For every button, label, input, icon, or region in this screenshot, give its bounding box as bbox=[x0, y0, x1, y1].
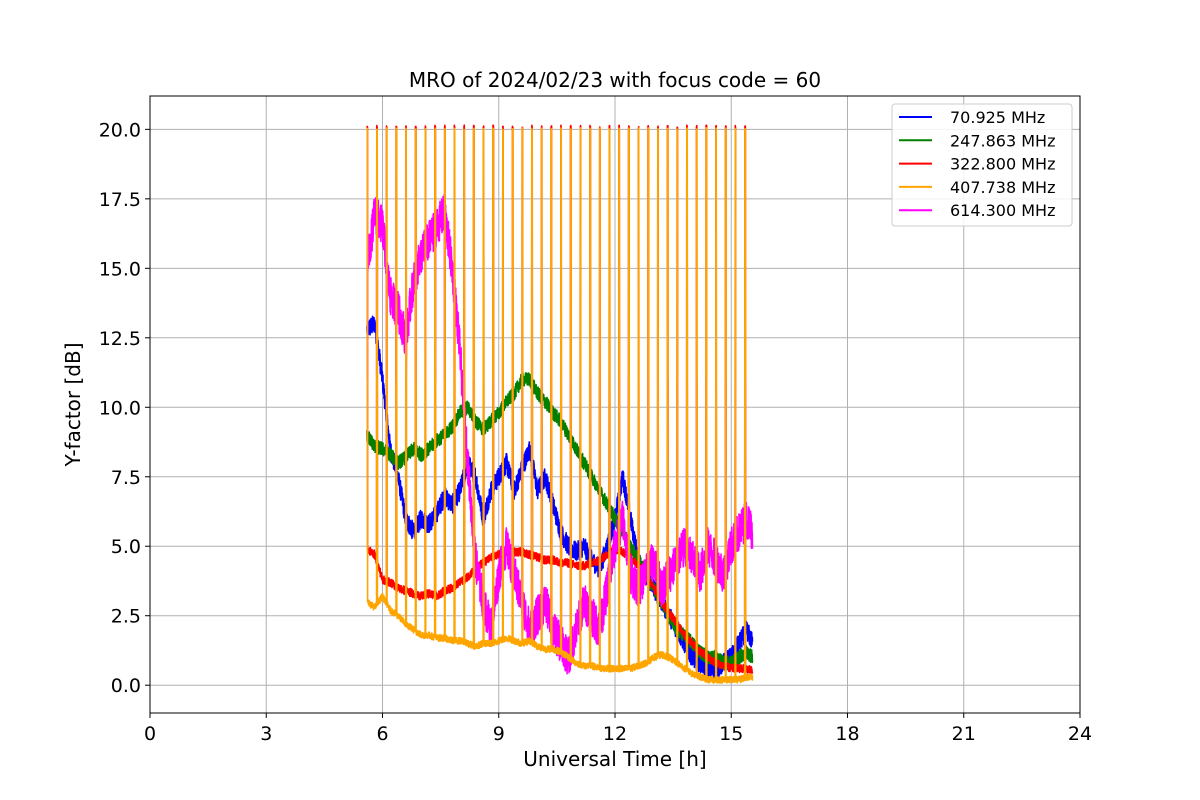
x-tick-label: 18 bbox=[835, 723, 859, 745]
axis-ticks: 0 3 6 9 12 15 18 21 24 0.0 2.5 5.0 7.5 10.0 12.5 15.0 17… bbox=[99, 119, 1092, 745]
y-tick-label: 7.5 bbox=[111, 467, 141, 489]
series-line-614-300-mhz bbox=[366, 193, 754, 675]
x-tick-label: 21 bbox=[952, 723, 976, 745]
x-axis-title: Universal Time [h] bbox=[523, 747, 706, 771]
legend-label: 247.863 MHz bbox=[950, 131, 1055, 150]
series-line-322-800-mhz bbox=[366, 124, 754, 674]
legend-label: 614.300 MHz bbox=[950, 201, 1055, 220]
y-tick-label: 0.0 bbox=[111, 675, 141, 697]
y-axis-title: Y-factor [dB] bbox=[61, 342, 85, 467]
x-tick-label: 6 bbox=[376, 723, 388, 745]
series-line-407-738-mhz bbox=[366, 127, 754, 684]
y-tick-label: 17.5 bbox=[99, 189, 141, 211]
y-tick-label: 15.0 bbox=[99, 258, 141, 280]
legend-box bbox=[891, 103, 1073, 227]
legend-label: 70.925 MHz bbox=[950, 108, 1045, 127]
y-tick-label: 5.0 bbox=[111, 536, 141, 558]
x-tick-label: 24 bbox=[1068, 723, 1092, 745]
x-tick-label: 9 bbox=[493, 723, 505, 745]
x-tick-label: 15 bbox=[719, 723, 743, 745]
legend-label: 407.738 MHz bbox=[950, 178, 1055, 197]
x-tick-label: 0 bbox=[144, 723, 156, 745]
legend: 70.925 MHz 247.863 MHz 322.800 MHz 407.738 … bbox=[891, 103, 1073, 227]
chart-title: MRO of 2024/02/23 with focus code = 60 bbox=[409, 68, 821, 92]
y-tick-label: 20.0 bbox=[99, 119, 141, 141]
y-tick-label: 2.5 bbox=[111, 606, 141, 628]
x-tick-label: 3 bbox=[260, 723, 272, 745]
x-tick-label: 12 bbox=[603, 723, 627, 745]
y-tick-label: 12.5 bbox=[99, 328, 141, 350]
plot-area bbox=[366, 124, 754, 684]
legend-label: 322.800 MHz bbox=[950, 155, 1055, 174]
series-line-70-925-mhz bbox=[366, 315, 754, 681]
y-tick-label: 10.0 bbox=[99, 397, 141, 419]
